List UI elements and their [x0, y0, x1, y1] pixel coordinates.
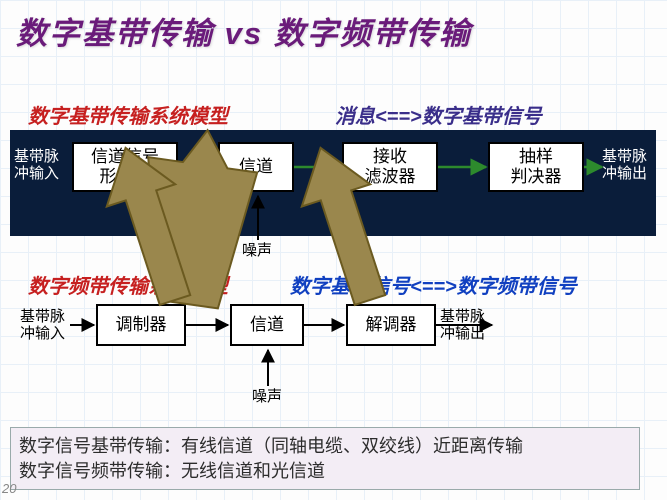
block-modulator: 调制器 [96, 304, 186, 346]
noise-label-2: 噪声 [252, 388, 282, 405]
label-passband-model: 数字频带传输系统模型 [28, 270, 228, 299]
footer-line-2: 数字信号频带传输：无线信道和光信道 [19, 459, 631, 483]
arrows-overlay [0, 0, 667, 500]
block-channel-2: 信道 [230, 304, 304, 346]
label-signal-equiv: 数字基带信号<==>数字频带信号 [290, 270, 577, 299]
baseband-out-label: 基带脉 冲输出 [602, 148, 647, 183]
footer-line-1: 数字信号基带传输：有线信道（同轴电缆、双绞线）近距离传输 [19, 434, 631, 458]
block-channel-1: 信道 [218, 142, 294, 192]
block-sampler: 抽样 判决器 [488, 142, 584, 192]
label-baseband-model: 数字基带传输系统模型 [28, 100, 228, 129]
label-msg-equiv: 消息<==>数字基带信号 [335, 100, 542, 129]
passband-in-label: 基带脉 冲输入 [20, 308, 65, 343]
footer-note: 数字信号基带传输：有线信道（同轴电缆、双绞线）近距离传输 数字信号频带传输：无线… [10, 427, 640, 490]
passband-out-label: 基带脉 冲输出 [440, 308, 485, 343]
baseband-in-label: 基带脉 冲输入 [14, 148, 59, 183]
block-rxfilter: 接收 滤波器 [342, 142, 438, 192]
noise-label-1: 噪声 [242, 242, 272, 259]
page-title: 数字基带传输 vs 数字频带传输 [0, 0, 667, 53]
block-shaper: 信道信号 形成器 [72, 142, 178, 192]
block-demodulator: 解调器 [346, 304, 436, 346]
page-number: 20 [2, 481, 16, 496]
